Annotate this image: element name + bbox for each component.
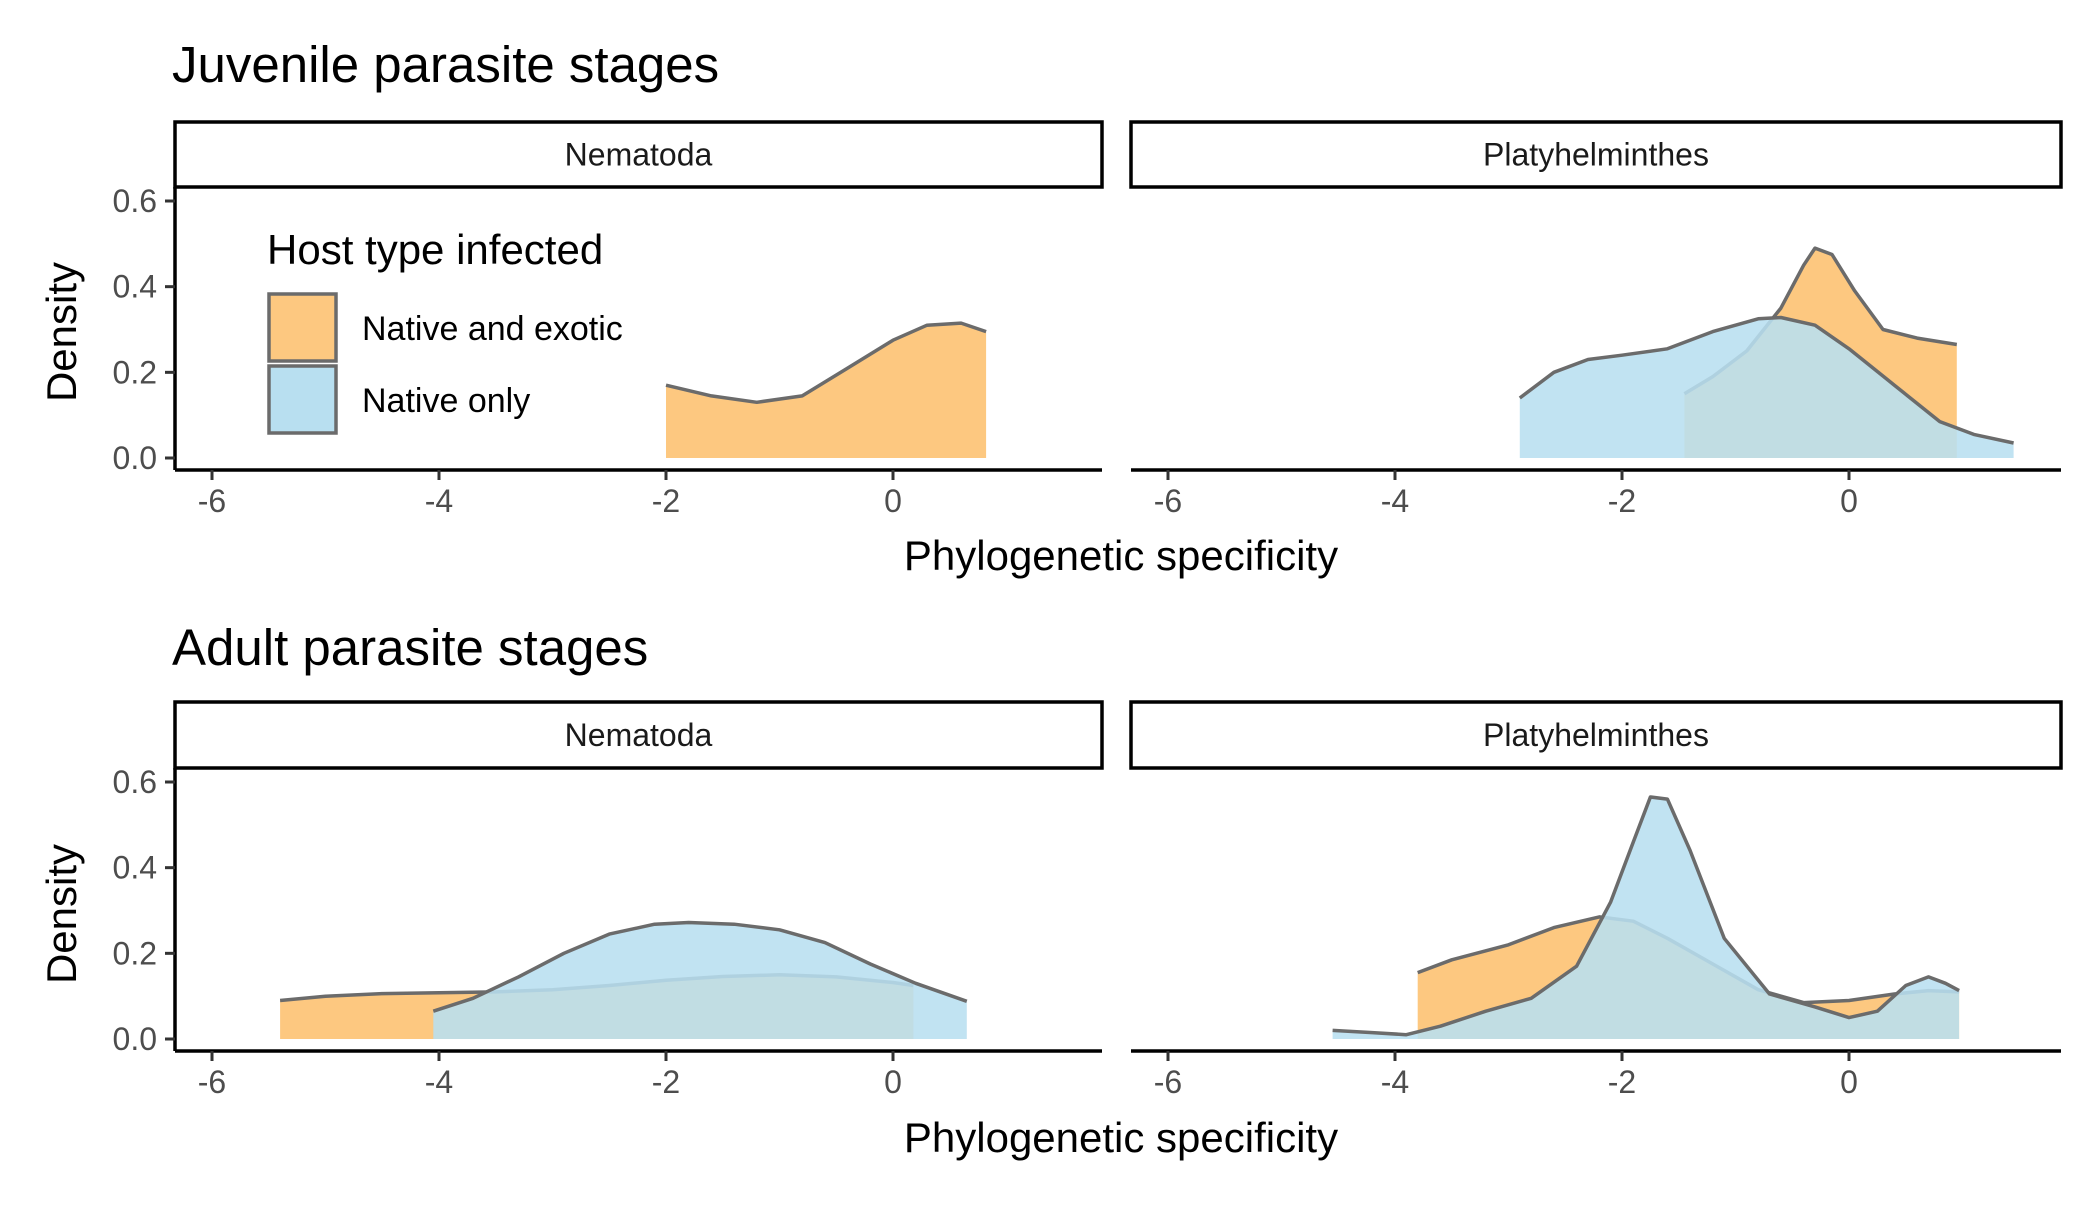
facet-strip-label-adult-parasite-stages-platyhelminthes: Platyhelminthes [1483,717,1709,753]
y-tick-label-adult-parasite-stages-0-2: 0.2 [113,935,157,971]
y-tick-label-juvenile-parasite-stages-0-2: 0.2 [113,354,157,390]
density-area-adult-parasite-stages-platyhelminthes-native-only [1332,797,1960,1039]
facet-strip-juvenile-parasite-stages-platyhelminthes [1129,120,2063,189]
y-tick-label-adult-parasite-stages-0-4: 0.4 [113,850,157,886]
legend-title: Host type infected [267,226,603,273]
x-tick-label-adult-parasite-stages-platyhelminthes-6: -6 [1154,1064,1182,1100]
x-tick-label-adult-parasite-stages-platyhelminthes-4: -4 [1381,1064,1409,1100]
legend: Host type infected Native and exotic Nat… [267,226,623,435]
panels-layer: Nematoda -6 -4 -2 0 0.0 0.2 0.4 0.6 Platyhelminth… [113,120,2063,1100]
y-tick-label-juvenile-parasite-stages-0-6: 0.6 [113,183,157,219]
panel-juvenile-parasite-stages-platyhelminthes: Platyhelminthes -6 -4 -2 0 [1129,120,2063,519]
x-tick-label-juvenile-parasite-stages-nematoda-0: 0 [884,483,902,519]
x-tick-label-adult-parasite-stages-platyhelminthes-2: -2 [1608,1064,1636,1100]
x-tick-label-adult-parasite-stages-nematoda-2: -2 [652,1064,680,1100]
density-outline-adult-parasite-stages-platyhelminthes-native-only [1332,795,1960,1037]
x-tick-label-juvenile-parasite-stages-platyhelminthes-6: -6 [1154,483,1182,519]
figure-title-juvenile: Juvenile parasite stages [172,36,719,93]
density-outline-juvenile-parasite-stages-nematoda-native-and-exotic [665,321,987,405]
x-tick-label-adult-parasite-stages-platyhelminthes-0: 0 [1840,1064,1858,1100]
x-axis-title-adult: Phylogenetic specificity [904,1114,1338,1161]
x-tick-label-adult-parasite-stages-nematoda-0: 0 [884,1064,902,1100]
panel-adult-parasite-stages-nematoda: Nematoda -6 -4 -2 0 0.0 0.2 0.4 0.6 [113,700,1104,1100]
y-tick-label-adult-parasite-stages-0: 0.0 [113,1021,157,1057]
x-tick-label-adult-parasite-stages-nematoda-6: -6 [198,1064,226,1100]
y-axis-title-adult: Density [38,844,85,984]
facet-strip-adult-parasite-stages-platyhelminthes [1129,700,2063,770]
density-outline-juvenile-parasite-stages-platyhelminthes-native-only [1518,315,2014,445]
y-tick-label-juvenile-parasite-stages-0: 0.0 [113,440,157,476]
facet-strip-label-adult-parasite-stages-nematoda: Nematoda [565,717,713,753]
legend-label-native-and-exotic: Native and exotic [362,310,623,348]
density-area-juvenile-parasite-stages-nematoda-native-and-exotic [666,323,987,458]
legend-key-native-and-exotic [267,292,338,363]
x-tick-label-adult-parasite-stages-nematoda-4: -4 [425,1064,453,1100]
facet-strip-juvenile-parasite-stages-nematoda [173,120,1104,189]
facet-strip-label-juvenile-parasite-stages-nematoda: Nematoda [565,137,713,173]
x-tick-label-juvenile-parasite-stages-platyhelminthes-2: -2 [1608,483,1636,519]
figure-title-adult: Adult parasite stages [172,619,648,676]
facet-strip-adult-parasite-stages-nematoda [173,700,1104,770]
x-tick-label-juvenile-parasite-stages-nematoda-4: -4 [425,483,453,519]
x-axis-title-juvenile: Phylogenetic specificity [904,532,1338,579]
x-tick-label-juvenile-parasite-stages-platyhelminthes-4: -4 [1381,483,1409,519]
legend-key-native-only [267,364,338,435]
y-tick-label-adult-parasite-stages-0-6: 0.6 [113,764,157,800]
density-outline-adult-parasite-stages-nematoda-native-only [432,920,968,1013]
y-axis-title-juvenile: Density [38,262,85,402]
x-tick-label-juvenile-parasite-stages-nematoda-6: -6 [198,483,226,519]
y-tick-label-juvenile-parasite-stages-0-4: 0.4 [113,269,157,305]
panel-juvenile-parasite-stages-nematoda: Nematoda -6 -4 -2 0 0.0 0.2 0.4 0.6 [113,120,1104,519]
density-area-adult-parasite-stages-nematoda-native-only [433,922,967,1039]
panel-adult-parasite-stages-platyhelminthes: Platyhelminthes -6 -4 -2 0 [1129,700,2063,1100]
facet-strip-label-juvenile-parasite-stages-platyhelminthes: Platyhelminthes [1483,137,1709,173]
x-tick-label-juvenile-parasite-stages-platyhelminthes-0: 0 [1840,483,1858,519]
legend-label-native-only: Native only [362,382,530,420]
x-tick-label-juvenile-parasite-stages-nematoda-2: -2 [652,483,680,519]
